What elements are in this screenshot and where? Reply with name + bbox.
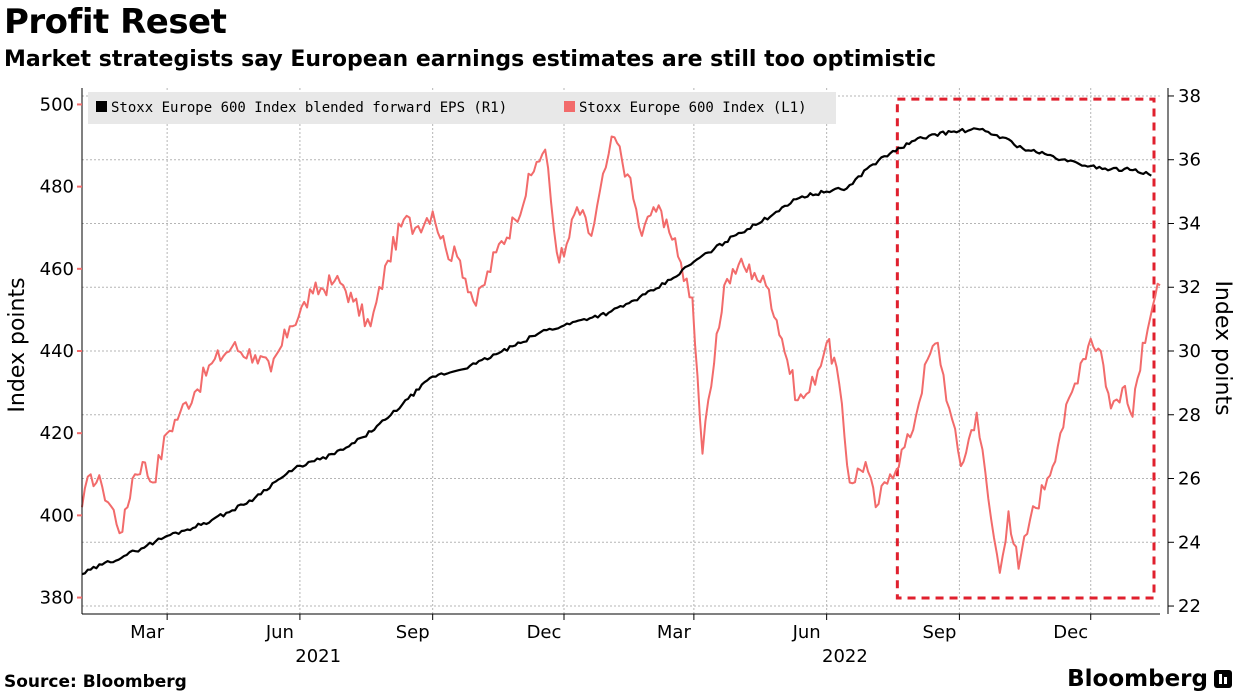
x-axis-tick-label: Dec	[1053, 622, 1088, 643]
series-line-forward-eps	[81, 127, 1152, 576]
left-axis-tick-label: 500	[40, 94, 74, 115]
x-axis-tick-label: Mar	[130, 622, 165, 643]
right-axis-tick-label: 34	[1178, 213, 1201, 234]
right-axis-tick-label: 30	[1178, 341, 1201, 362]
left-axis-tick-label: 460	[40, 259, 74, 280]
legend: Stoxx Europe 600 Index blended forward E…	[88, 92, 836, 124]
right-axis-tick-label: 24	[1178, 532, 1201, 553]
series	[81, 127, 1161, 576]
bloomberg-terminal-icon	[1214, 670, 1232, 688]
highlight-box	[895, 97, 1156, 600]
right-axis-tick-label: 36	[1178, 150, 1201, 171]
source-note: Source: Bloomberg	[4, 672, 187, 692]
chart-title: Profit Reset	[4, 2, 227, 42]
left-axis-tick-label: 480	[40, 177, 74, 198]
x-axis-tick-label: Mar	[657, 622, 692, 643]
legend-background	[88, 92, 836, 124]
chart-subtitle: Market strategists say European earnings…	[4, 47, 937, 72]
grid	[82, 88, 1160, 614]
right-axis-tick-label: 28	[1178, 405, 1201, 426]
left-axis-tick-label: 380	[40, 588, 74, 609]
x-axis-tick-label: Sep	[922, 622, 956, 643]
legend-swatch-eps	[96, 101, 107, 112]
right-axis-title: Index points	[1210, 280, 1235, 415]
right-axis-tick-label: 26	[1178, 469, 1201, 490]
left-axis-title: Index points	[5, 277, 30, 412]
bloomberg-logo-text: Bloomberg	[1067, 666, 1208, 692]
legend-swatch-index	[564, 101, 575, 112]
legend-label-eps: Stoxx Europe 600 Index blended forward E…	[111, 100, 507, 116]
axes: 380 400 420 440 460 480 500 22 24 26 28 30 32 34 36 38 M…	[40, 86, 1201, 667]
x-axis-tick-label: Sep	[396, 622, 430, 643]
series-line-stoxx-index	[81, 135, 1161, 574]
right-axis-tick-label: 32	[1178, 277, 1201, 298]
legend-label-index: Stoxx Europe 600 Index (L1)	[579, 100, 807, 116]
x-axis-tick-label: Jun	[792, 622, 821, 643]
right-axis-tick-label: 38	[1178, 86, 1201, 107]
brand: Bloomberg	[1067, 666, 1232, 692]
left-axis-tick-label: 420	[40, 423, 74, 444]
x-axis-tick-label: Jun	[265, 622, 294, 643]
x-axis-tick-label: Dec	[527, 622, 562, 643]
x-axis-year-label: 2022	[822, 646, 868, 667]
annotations	[895, 97, 1156, 600]
left-axis-tick-label: 400	[40, 505, 74, 526]
left-axis-tick-label: 440	[40, 341, 74, 362]
right-axis-tick-label: 22	[1178, 596, 1201, 617]
x-axis-year-label: 2021	[295, 646, 341, 667]
